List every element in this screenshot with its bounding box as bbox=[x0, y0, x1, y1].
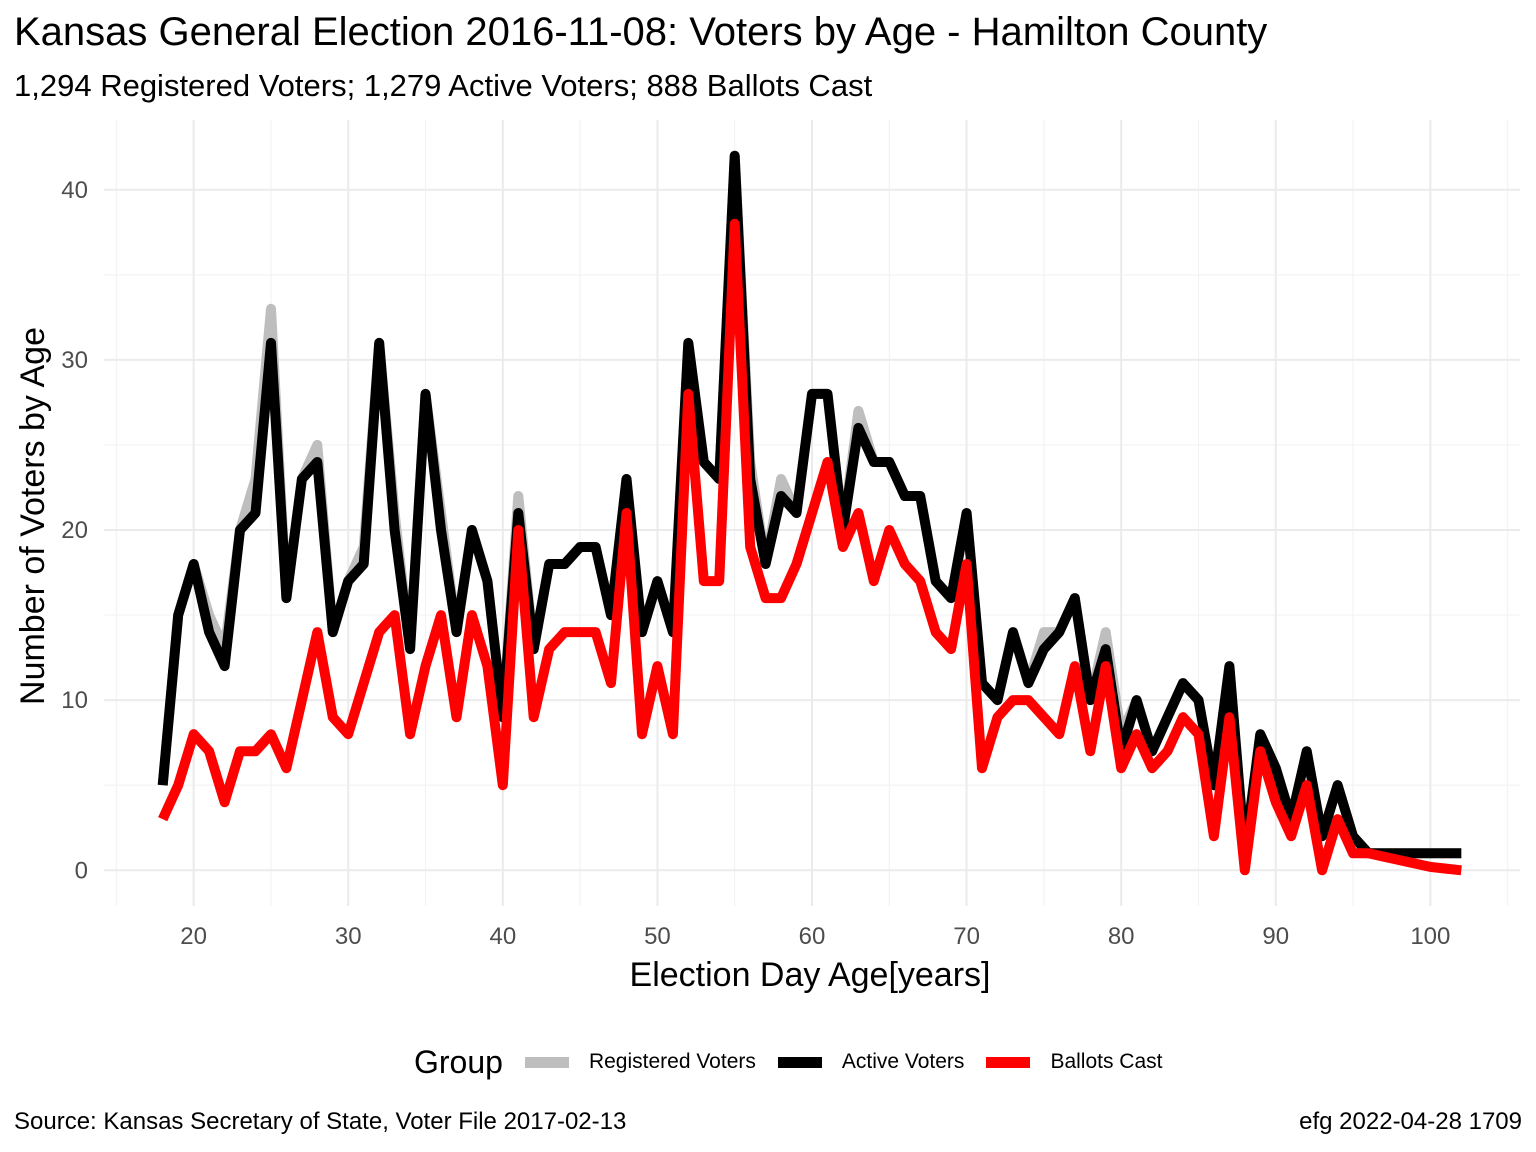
author-caption: efg 2022-04-28 1709 bbox=[1299, 1108, 1522, 1135]
legend-swatch-ballots-cast bbox=[986, 1056, 1031, 1068]
y-tick-label: 40 bbox=[61, 177, 88, 204]
y-tick-label: 10 bbox=[61, 687, 88, 714]
x-tick-label: 70 bbox=[953, 923, 980, 950]
legend-label-registered-voters: Registered Voters bbox=[588, 1050, 756, 1073]
x-tick-label: 30 bbox=[335, 923, 362, 950]
legend-label-active-voters: Active Voters bbox=[841, 1050, 965, 1073]
series-line-ballots-cast bbox=[158, 218, 1462, 876]
chart-subtitle: 1,294 Registered Voters; 1,279 Active Vo… bbox=[14, 68, 873, 103]
x-tick-label: 20 bbox=[180, 923, 207, 950]
x-axis-label: Election Day Age[years] bbox=[630, 956, 991, 994]
y-axis-label: Number of Voters by Age bbox=[14, 327, 52, 705]
series-lines bbox=[157, 150, 1462, 876]
tick-labels: 20 30 40 50 60 70 80 90 100 0 10 20 30 40 bbox=[61, 177, 1450, 950]
legend-swatch-active-voters bbox=[777, 1056, 822, 1068]
legend-swatch-registered-voters bbox=[524, 1056, 569, 1068]
x-tick-label: 100 bbox=[1410, 923, 1450, 950]
x-tick-label: 80 bbox=[1108, 923, 1135, 950]
x-tick-label: 60 bbox=[799, 923, 826, 950]
source-caption: Source: Kansas Secretary of State, Voter… bbox=[14, 1108, 627, 1135]
legend-item-active-voters: Active Voters bbox=[777, 1050, 965, 1074]
chart-title: Kansas General Election 2016-11-08: Vote… bbox=[14, 10, 1268, 54]
legend-label-ballots-cast: Ballots Cast bbox=[1050, 1050, 1163, 1073]
legend-item-registered-voters: Registered Voters bbox=[524, 1050, 756, 1074]
x-tick-label: 40 bbox=[489, 923, 516, 950]
legend-item-ballots-cast: Ballots Cast bbox=[986, 1050, 1162, 1074]
y-tick-label: 0 bbox=[75, 857, 88, 884]
y-tick-label: 20 bbox=[61, 517, 88, 544]
legend-title: Group bbox=[414, 1043, 503, 1080]
y-tick-label: 30 bbox=[61, 347, 88, 374]
x-tick-label: 90 bbox=[1262, 923, 1289, 950]
x-tick-label: 50 bbox=[644, 923, 671, 950]
line-chart: 20 30 40 50 60 70 80 90 100 0 10 20 30 40 Election Da… bbox=[14, 120, 1520, 994]
legend: Group Registered Voters Active Voters Ba… bbox=[414, 1040, 1184, 1084]
